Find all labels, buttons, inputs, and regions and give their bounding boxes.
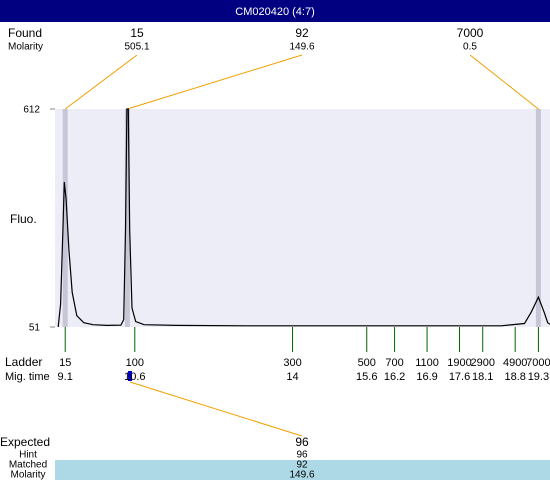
found-size: 15 bbox=[130, 26, 144, 40]
ladder-size: 500 bbox=[358, 357, 376, 369]
peak-band bbox=[535, 109, 541, 327]
ladder-label: Ladder bbox=[5, 355, 42, 369]
found-label: Found bbox=[8, 26, 42, 40]
ladder-size: 4900 bbox=[503, 357, 527, 369]
matched-row bbox=[55, 460, 550, 480]
found-size: 7000 bbox=[457, 26, 484, 40]
peak-band bbox=[124, 109, 130, 327]
ladder-size: 7000 bbox=[526, 357, 550, 369]
peak-connector bbox=[64, 54, 138, 110]
ladder-size: 300 bbox=[283, 357, 301, 369]
expected-marker bbox=[128, 371, 132, 381]
mig-time-label: Mig. time bbox=[5, 371, 50, 383]
peak-band bbox=[62, 109, 68, 327]
peak-connector bbox=[127, 54, 303, 110]
ladder-time: 9.1 bbox=[58, 371, 73, 383]
ladder-size: 1900 bbox=[447, 357, 471, 369]
plot-area bbox=[55, 109, 550, 327]
found-molarity: 149.6 bbox=[289, 42, 314, 53]
peak-connector bbox=[469, 54, 539, 110]
ladder-size: 2900 bbox=[470, 357, 494, 369]
ladder-time: 16.9 bbox=[416, 371, 437, 383]
molarity-value: 149.6 bbox=[289, 470, 314, 480]
y-tick-label: 51 bbox=[29, 323, 41, 334]
title: CM020420 (4:7) bbox=[235, 6, 315, 18]
expected-connector bbox=[129, 381, 303, 437]
trace bbox=[57, 108, 550, 328]
ladder-time: 16.2 bbox=[384, 371, 405, 383]
ladder-size: 1100 bbox=[415, 357, 439, 369]
expected-size: 96 bbox=[295, 435, 309, 449]
y-tick-label: 612 bbox=[23, 105, 40, 116]
ladder-time: 17.6 bbox=[449, 371, 470, 383]
matched-label: Matched bbox=[9, 460, 47, 471]
ladder-time: 19.3 bbox=[528, 371, 549, 383]
ladder-size: 700 bbox=[385, 357, 403, 369]
y-axis-label: Fluo. bbox=[10, 212, 37, 226]
found-molarity-label: Molarity bbox=[8, 42, 43, 53]
found-molarity: 0.5 bbox=[463, 42, 477, 53]
molarity-label: Molarity bbox=[10, 470, 45, 480]
hint-label: Hint bbox=[19, 450, 37, 461]
matched-value: 92 bbox=[296, 460, 308, 471]
found-size: 92 bbox=[295, 26, 309, 40]
title-bar bbox=[0, 0, 550, 22]
ladder-time: 15.6 bbox=[356, 371, 377, 383]
ladder-time: 18.8 bbox=[504, 371, 525, 383]
ladder-time: 18.1 bbox=[472, 371, 493, 383]
hint-value: 96 bbox=[296, 450, 308, 461]
expected-label: Expected bbox=[0, 435, 50, 449]
ladder-time: 10.6 bbox=[124, 371, 145, 383]
ladder-time: 14 bbox=[286, 371, 298, 383]
found-molarity: 505.1 bbox=[124, 42, 149, 53]
ladder-size: 100 bbox=[126, 357, 144, 369]
ladder-size: 15 bbox=[59, 357, 71, 369]
